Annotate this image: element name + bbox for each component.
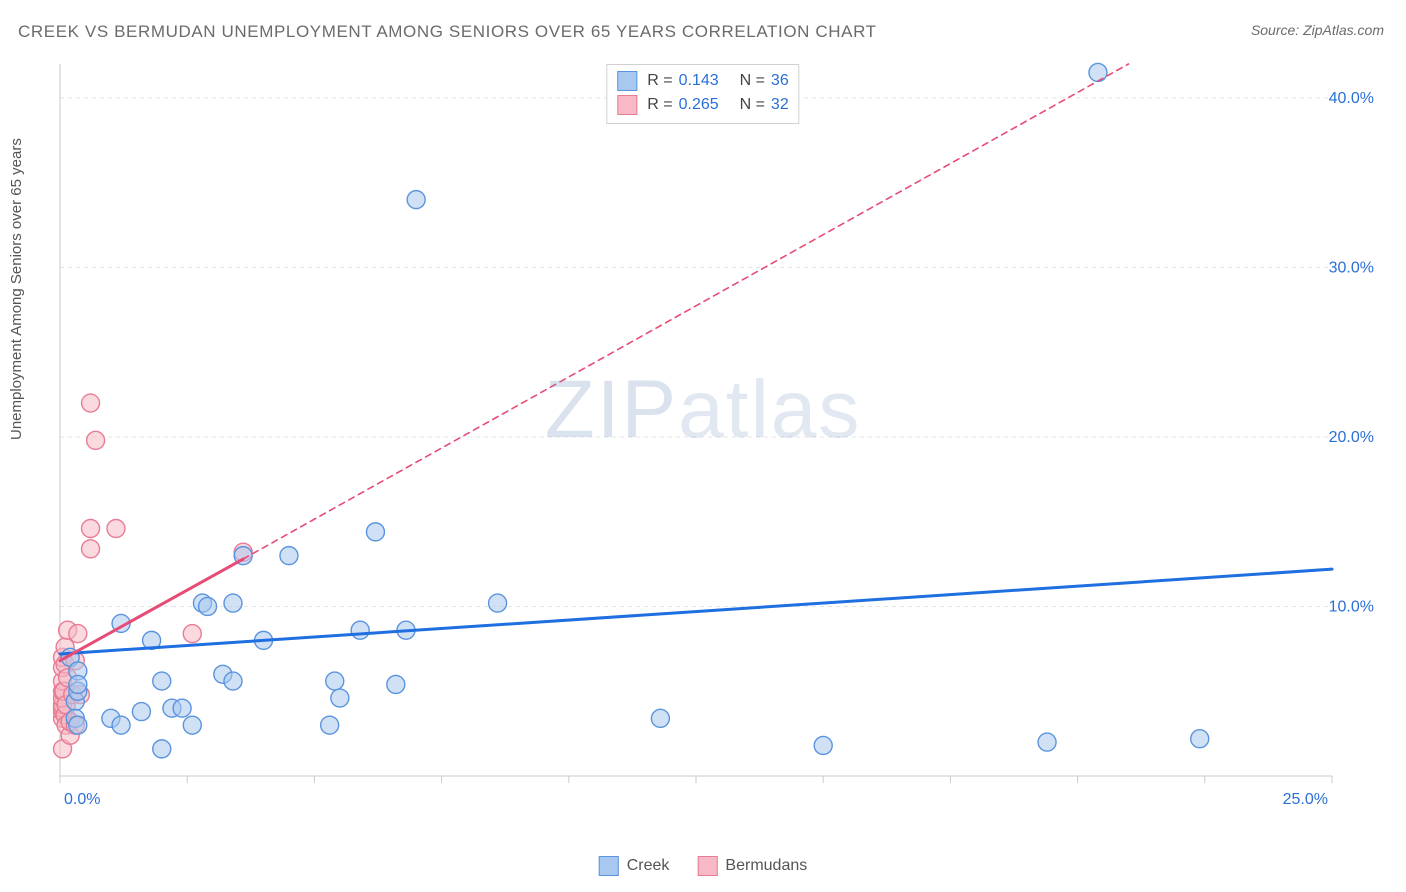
legend-text-creek: R = 0.143 N = 36 (647, 72, 788, 90)
legend-row-bermudan: R = 0.265 N = 32 (617, 93, 788, 117)
series-label-creek: Creek (627, 857, 670, 875)
svg-text:20.0%: 20.0% (1329, 429, 1374, 446)
series-item-bermudan: Bermudans (697, 856, 807, 876)
series-legend: Creek Bermudans (599, 856, 808, 876)
chart-title: CREEK VS BERMUDAN UNEMPLOYMENT AMONG SEN… (18, 22, 877, 42)
chart-container: CREEK VS BERMUDAN UNEMPLOYMENT AMONG SEN… (0, 0, 1406, 892)
svg-text:10.0%: 10.0% (1329, 598, 1374, 615)
svg-text:40.0%: 40.0% (1329, 90, 1374, 107)
y-axis-label: Unemployment Among Seniors over 65 years (8, 138, 25, 440)
chart-svg: 10.0% 20.0% 30.0% 40.0% 0.0% 25.0% (50, 58, 1380, 818)
legend-row-creek: R = 0.143 N = 36 (617, 69, 788, 93)
series-label-bermudan: Bermudans (725, 857, 807, 875)
legend-text-bermudan: R = 0.265 N = 32 (647, 96, 788, 114)
series-item-creek: Creek (599, 856, 670, 876)
plot-area: 10.0% 20.0% 30.0% 40.0% 0.0% 25.0% (50, 58, 1380, 818)
svg-text:0.0%: 0.0% (64, 791, 100, 808)
legend-swatch-creek (617, 71, 637, 91)
source-attribution: Source: ZipAtlas.com (1251, 22, 1384, 38)
svg-text:30.0%: 30.0% (1329, 259, 1374, 276)
svg-text:25.0%: 25.0% (1283, 791, 1328, 808)
legend-swatch-bermudan (617, 95, 637, 115)
series-swatch-creek (599, 856, 619, 876)
correlation-legend: R = 0.143 N = 36 R = 0.265 N = 32 (606, 64, 799, 124)
series-swatch-bermudan (697, 856, 717, 876)
